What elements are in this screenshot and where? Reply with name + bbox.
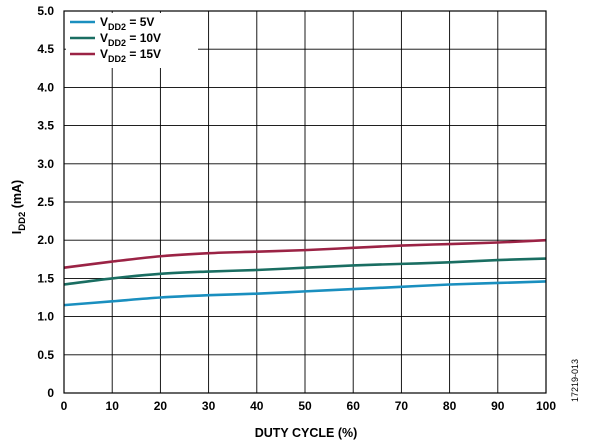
y-tick-label: 1.0	[37, 310, 54, 324]
x-tick-label: 30	[202, 399, 216, 413]
x-tick-label: 90	[491, 399, 505, 413]
x-tick-label: 20	[154, 399, 168, 413]
y-tick-label: 4.0	[37, 80, 54, 94]
x-tick-label: 50	[298, 399, 312, 413]
legend-label: VDD2 = 15V	[100, 47, 161, 64]
y-tick-label: 1.5	[37, 271, 54, 285]
series-lines	[63, 238, 547, 307]
y-axis-title: IDD2 (mA)	[10, 180, 28, 234]
figure-id: 17219-013	[570, 359, 580, 402]
x-tick-label: 0	[61, 399, 68, 413]
y-axis-title-main: I	[10, 231, 24, 234]
y-tick-label: 0.5	[37, 348, 54, 362]
plot-frame	[63, 10, 547, 394]
x-tick-labels: 0 10 20 30 40 50 60 70 80 90 100	[61, 399, 557, 413]
legend-label: VDD2 = 5V	[100, 15, 154, 32]
y-axis-title-sub: DD2	[17, 212, 28, 231]
y-tick-label: 5.0	[37, 4, 54, 18]
grid	[63, 10, 547, 394]
y-tick-labels: 0 0.5 1.0 1.5 2.0 2.5 3.0 3.5 4.0 4.5 5.0	[37, 4, 54, 400]
x-tick-label: 60	[347, 399, 361, 413]
y-tick-label: 3.5	[37, 119, 54, 133]
y-tick-label: 2.5	[37, 195, 54, 209]
x-axis-title: DUTY CYCLE (%)	[255, 426, 358, 440]
y-tick-label: 2.0	[37, 233, 54, 247]
x-tick-label: 70	[395, 399, 409, 413]
y-tick-label: 0	[47, 386, 54, 400]
x-tick-label: 80	[443, 399, 457, 413]
legend-label: VDD2 = 10V	[100, 31, 161, 48]
x-tick-label: 100	[536, 399, 556, 413]
series-line-2	[63, 257, 547, 286]
y-axis-title-unit: (mA)	[10, 180, 24, 212]
x-tick-label: 40	[250, 399, 264, 413]
series-line-3	[63, 238, 547, 269]
x-tick-label: 10	[106, 399, 120, 413]
y-tick-label: 3.0	[37, 157, 54, 171]
series-line-1	[63, 280, 547, 307]
y-tick-label: 4.5	[37, 42, 54, 56]
